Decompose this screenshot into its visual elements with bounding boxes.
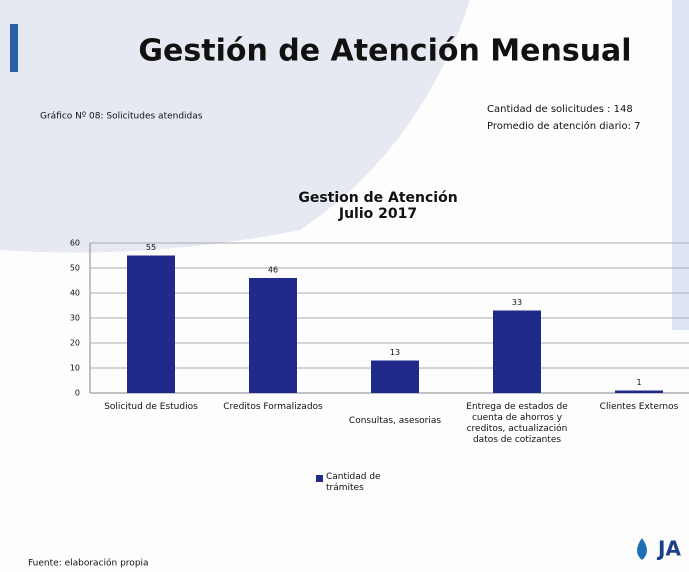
stat: Promedio de atención diario: 7 <box>487 120 640 132</box>
accent-bar <box>10 24 18 72</box>
y-tick-label: 10 <box>70 364 80 373</box>
y-tick-label: 50 <box>70 264 80 273</box>
y-tick-label: 0 <box>75 389 80 398</box>
data-label: 55 <box>146 243 156 252</box>
source: Fuente: elaboración propia <box>28 558 149 569</box>
background-shape <box>0 0 470 253</box>
data-label: 46 <box>268 266 278 275</box>
x-tick-label: Creditos Formalizados <box>223 402 323 412</box>
y-tick-label: 60 <box>70 239 80 248</box>
x-tick-label: Consultas, asesorias <box>348 416 442 426</box>
chart-subtitle: Julio 2017 <box>338 206 417 222</box>
legend-swatch <box>316 475 323 482</box>
x-tick-label: Clientes Externos <box>599 402 679 412</box>
stat: Cantidad de solicitudes : 148 <box>487 104 633 115</box>
bar <box>127 255 175 393</box>
legend-label: Cantidad de trámites <box>326 472 381 493</box>
bar <box>615 390 663 393</box>
caption: Gráfico Nº 08: Solicitudes atendidas <box>40 112 203 122</box>
data-label: 33 <box>512 298 522 307</box>
bar <box>493 310 541 393</box>
data-label: 13 <box>390 348 400 357</box>
y-tick-label: 20 <box>70 339 80 348</box>
x-tick-label: Entrega de estados de cuenta de ahorros … <box>466 402 568 445</box>
y-tick-label: 40 <box>70 289 80 298</box>
bar <box>371 360 419 393</box>
y-tick-label: 30 <box>70 314 80 323</box>
logo-icon <box>637 538 647 560</box>
slide-title: Gestión de Atención Mensual <box>138 34 631 69</box>
x-tick-label: Solicitud de Estudios <box>104 402 198 412</box>
logo-text: JA <box>656 537 681 561</box>
edge-band <box>672 0 689 330</box>
chart-title: Gestion de Atención <box>298 190 457 206</box>
bar <box>249 278 297 393</box>
data-label: 1 <box>636 378 641 387</box>
